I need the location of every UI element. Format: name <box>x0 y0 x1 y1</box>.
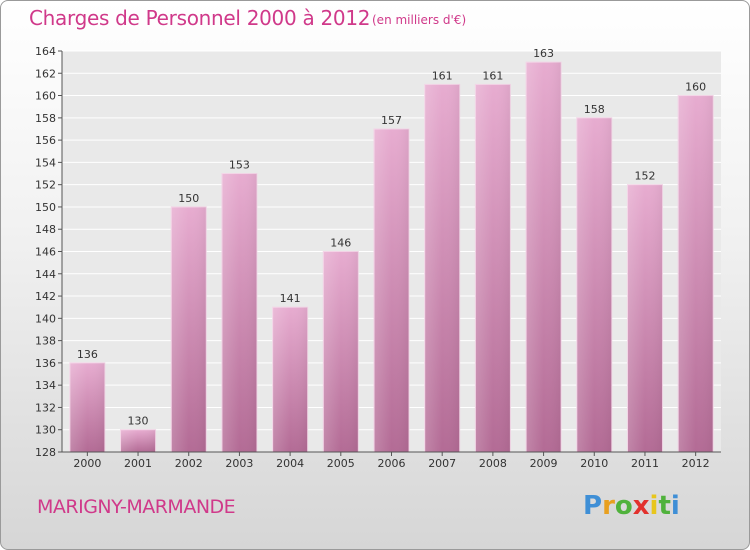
y-tick-label: 148 <box>35 223 56 236</box>
x-tick-label: 2008 <box>479 457 507 470</box>
x-tick-label: 2009 <box>530 457 558 470</box>
y-tick-label: 136 <box>35 357 56 370</box>
data-label: 141 <box>280 292 301 305</box>
logo-letter: i <box>649 491 659 521</box>
logo-letter: r <box>602 491 615 521</box>
data-label: 146 <box>330 237 351 250</box>
bar-sheen <box>678 95 714 453</box>
bar-sheen <box>627 184 663 452</box>
x-tick-label: 2005 <box>327 457 355 470</box>
x-tick-label: 2003 <box>225 457 253 470</box>
data-label: 161 <box>482 69 503 82</box>
bar-sheen <box>272 307 308 452</box>
commune-name: MARIGNY-MARMANDE <box>37 496 236 518</box>
bar-sheen <box>323 251 359 452</box>
y-tick-label: 158 <box>35 112 56 125</box>
x-tick-label: 2010 <box>580 457 608 470</box>
x-tick-label: 2011 <box>631 457 659 470</box>
data-label: 153 <box>229 159 250 172</box>
data-label: 161 <box>432 69 453 82</box>
logo-letter: o <box>614 491 633 521</box>
bars: 136 130 150 153 141 146 157 161 161 163 158 152 160 <box>69 47 714 453</box>
bar-sheen <box>424 84 460 453</box>
y-tick-label: 164 <box>35 45 56 58</box>
data-label: 150 <box>178 192 199 205</box>
data-label: 163 <box>533 47 554 60</box>
x-tick-label: 2004 <box>276 457 304 470</box>
bar-sheen <box>120 429 156 452</box>
y-tick-label: 150 <box>35 201 56 214</box>
bar-sheen <box>374 128 409 452</box>
logo-letter: P <box>583 491 603 521</box>
x-tick-label: 2012 <box>682 457 710 470</box>
bar-sheen <box>576 117 612 452</box>
y-tick-label: 142 <box>35 290 56 303</box>
y-tick-label: 128 <box>35 446 56 459</box>
bar-sheen <box>475 84 511 453</box>
y-tick-label: 156 <box>35 134 56 147</box>
y-tick-label: 130 <box>35 424 56 437</box>
y-tick-label: 132 <box>35 401 56 414</box>
data-label: 158 <box>584 103 605 116</box>
chart-title: Charges de Personnel 2000 à 2012 <box>29 6 371 30</box>
proxiti-logo[interactable]: Proxiti <box>583 491 680 521</box>
bar-sheen <box>221 173 257 452</box>
y-tick-label: 144 <box>35 268 56 281</box>
x-tick-label: 2000 <box>73 457 101 470</box>
x-tick-label: 2006 <box>378 457 406 470</box>
logo-letter: i <box>670 491 680 521</box>
bar-sheen <box>171 206 207 452</box>
logo-letter: t <box>658 491 671 521</box>
y-tick-label: 134 <box>35 379 56 392</box>
y-tick-label: 138 <box>35 335 56 348</box>
y-tick-label: 162 <box>35 67 56 80</box>
axes: 1281301321341361381401421441461481501521… <box>35 45 721 470</box>
bar-sheen <box>526 62 562 453</box>
bar-sheen <box>69 362 105 452</box>
x-tick-label: 2007 <box>428 457 456 470</box>
data-label: 152 <box>634 170 655 183</box>
y-tick-label: 154 <box>35 156 56 169</box>
y-tick-label: 140 <box>35 312 56 325</box>
x-tick-label: 2001 <box>124 457 152 470</box>
y-tick-label: 160 <box>35 90 56 103</box>
data-label: 136 <box>77 348 98 361</box>
y-tick-label: 146 <box>35 246 56 259</box>
y-tick-label: 152 <box>35 179 56 192</box>
data-label: 130 <box>128 415 149 428</box>
data-label: 160 <box>685 81 706 94</box>
chart-unit-label: (en milliers d'€) <box>372 13 467 27</box>
x-tick-label: 2002 <box>175 457 203 470</box>
data-label: 157 <box>381 114 402 127</box>
logo-letter: x <box>632 491 650 521</box>
